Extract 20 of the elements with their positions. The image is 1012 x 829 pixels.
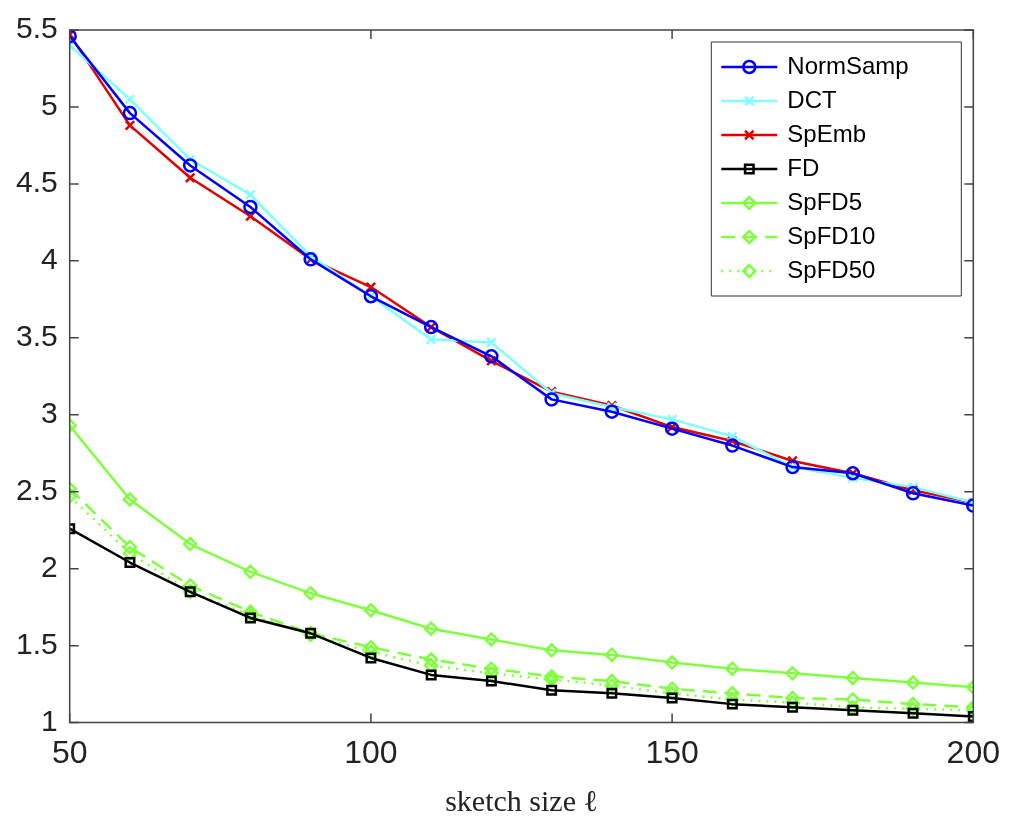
y-tick-label: 1.5 — [15, 626, 58, 660]
x-tick-label: 200 — [946, 733, 1000, 770]
legend-label: SpFD5 — [787, 187, 863, 215]
legend-label: SpFD10 — [787, 221, 876, 249]
x-tick-label: 150 — [645, 733, 699, 770]
legend-label: FD — [787, 153, 820, 181]
y-tick-label: 2.5 — [15, 473, 58, 506]
y-tick-label: 5 — [41, 88, 58, 122]
y-tick-label: 5.5 — [15, 11, 58, 45]
y-tick-label: 4 — [41, 242, 58, 276]
x-tick-label: 100 — [344, 733, 398, 770]
y-tick-label: 3 — [41, 396, 58, 430]
legend-label: SpFD50 — [787, 255, 876, 283]
y-tick-label: 4.5 — [15, 165, 58, 199]
y-tick-label: 2 — [41, 549, 58, 583]
legend-label: SpEmb — [787, 119, 867, 147]
y-tick-label: 3.5 — [15, 319, 58, 353]
legend-label: NormSamp — [787, 51, 909, 79]
x-axis-title: sketch size ℓ — [445, 783, 598, 817]
legend-label: DCT — [787, 85, 837, 113]
